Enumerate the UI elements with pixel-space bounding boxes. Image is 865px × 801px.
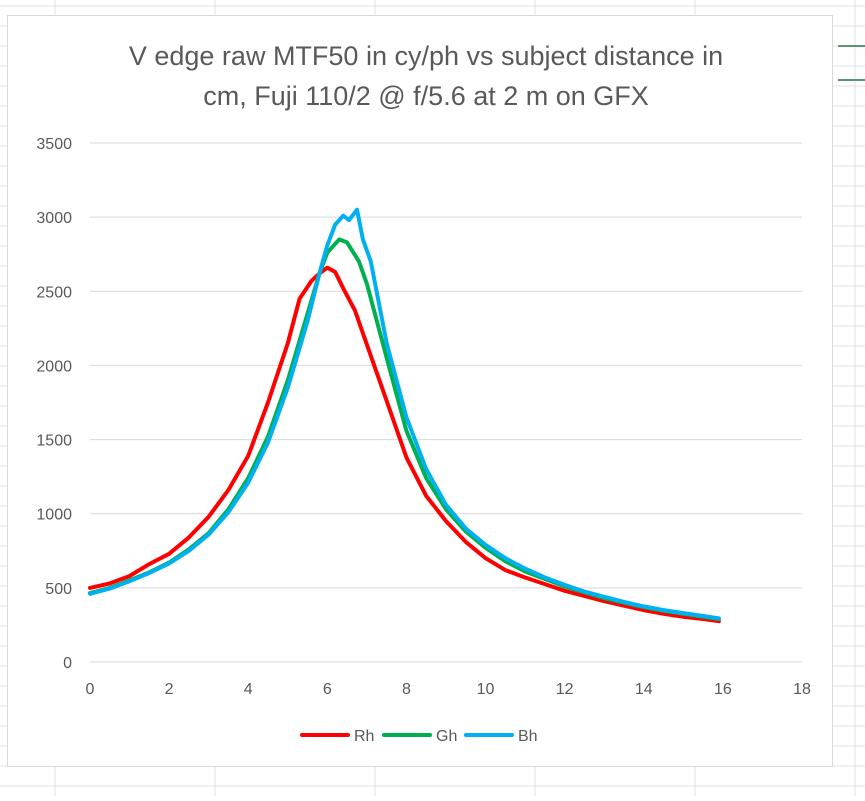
chart-area[interactable]: [7, 15, 833, 767]
x-tick-label: 8: [402, 681, 411, 698]
chart-title-line-2: cm, Fuji 110/2 @ f/5.6 at 2 m on GFX: [203, 81, 649, 111]
legend-label-rh: Rh: [354, 728, 374, 745]
x-tick-label: 14: [635, 681, 653, 698]
legend-label-gh: Gh: [436, 728, 457, 745]
x-tick-label: 16: [714, 681, 732, 698]
y-tick-label: 1500: [36, 433, 72, 450]
y-tick-label: 3000: [36, 210, 72, 227]
x-tick-label: 6: [323, 681, 332, 698]
series-line-bh: [88, 207, 721, 621]
series-line-rh: [88, 265, 721, 624]
x-tick-label: 0: [86, 681, 95, 698]
x-tick-label: 2: [165, 681, 174, 698]
x-tick-label: 12: [556, 681, 574, 698]
y-tick-label: 500: [45, 581, 72, 598]
y-tick-label: 3500: [36, 136, 72, 153]
y-tick-label: 2500: [36, 284, 72, 301]
legend-label-bh: Bh: [518, 728, 538, 745]
x-tick-label: 18: [793, 681, 811, 698]
y-tick-label: 2000: [36, 358, 72, 375]
y-tick-label: 1000: [36, 507, 72, 524]
x-tick-label: 4: [244, 681, 253, 698]
x-tick-label: 10: [477, 681, 495, 698]
series-lines: [88, 207, 721, 624]
y-axis-tick-labels: 0 500 1000 1500 2000 2500 3000 3500: [36, 136, 72, 672]
series-line-gh: [88, 237, 721, 621]
x-axis-tick-labels: 0 2 4 6 8 10 12 14 16 18: [86, 681, 811, 698]
chart-title-line-1: V edge raw MTF50 in cy/ph vs subject dis…: [129, 41, 723, 71]
horizontal-gridlines: [90, 142, 802, 663]
y-tick-label: 0: [63, 655, 72, 672]
legend[interactable]: Rh Gh Bh: [300, 728, 538, 745]
